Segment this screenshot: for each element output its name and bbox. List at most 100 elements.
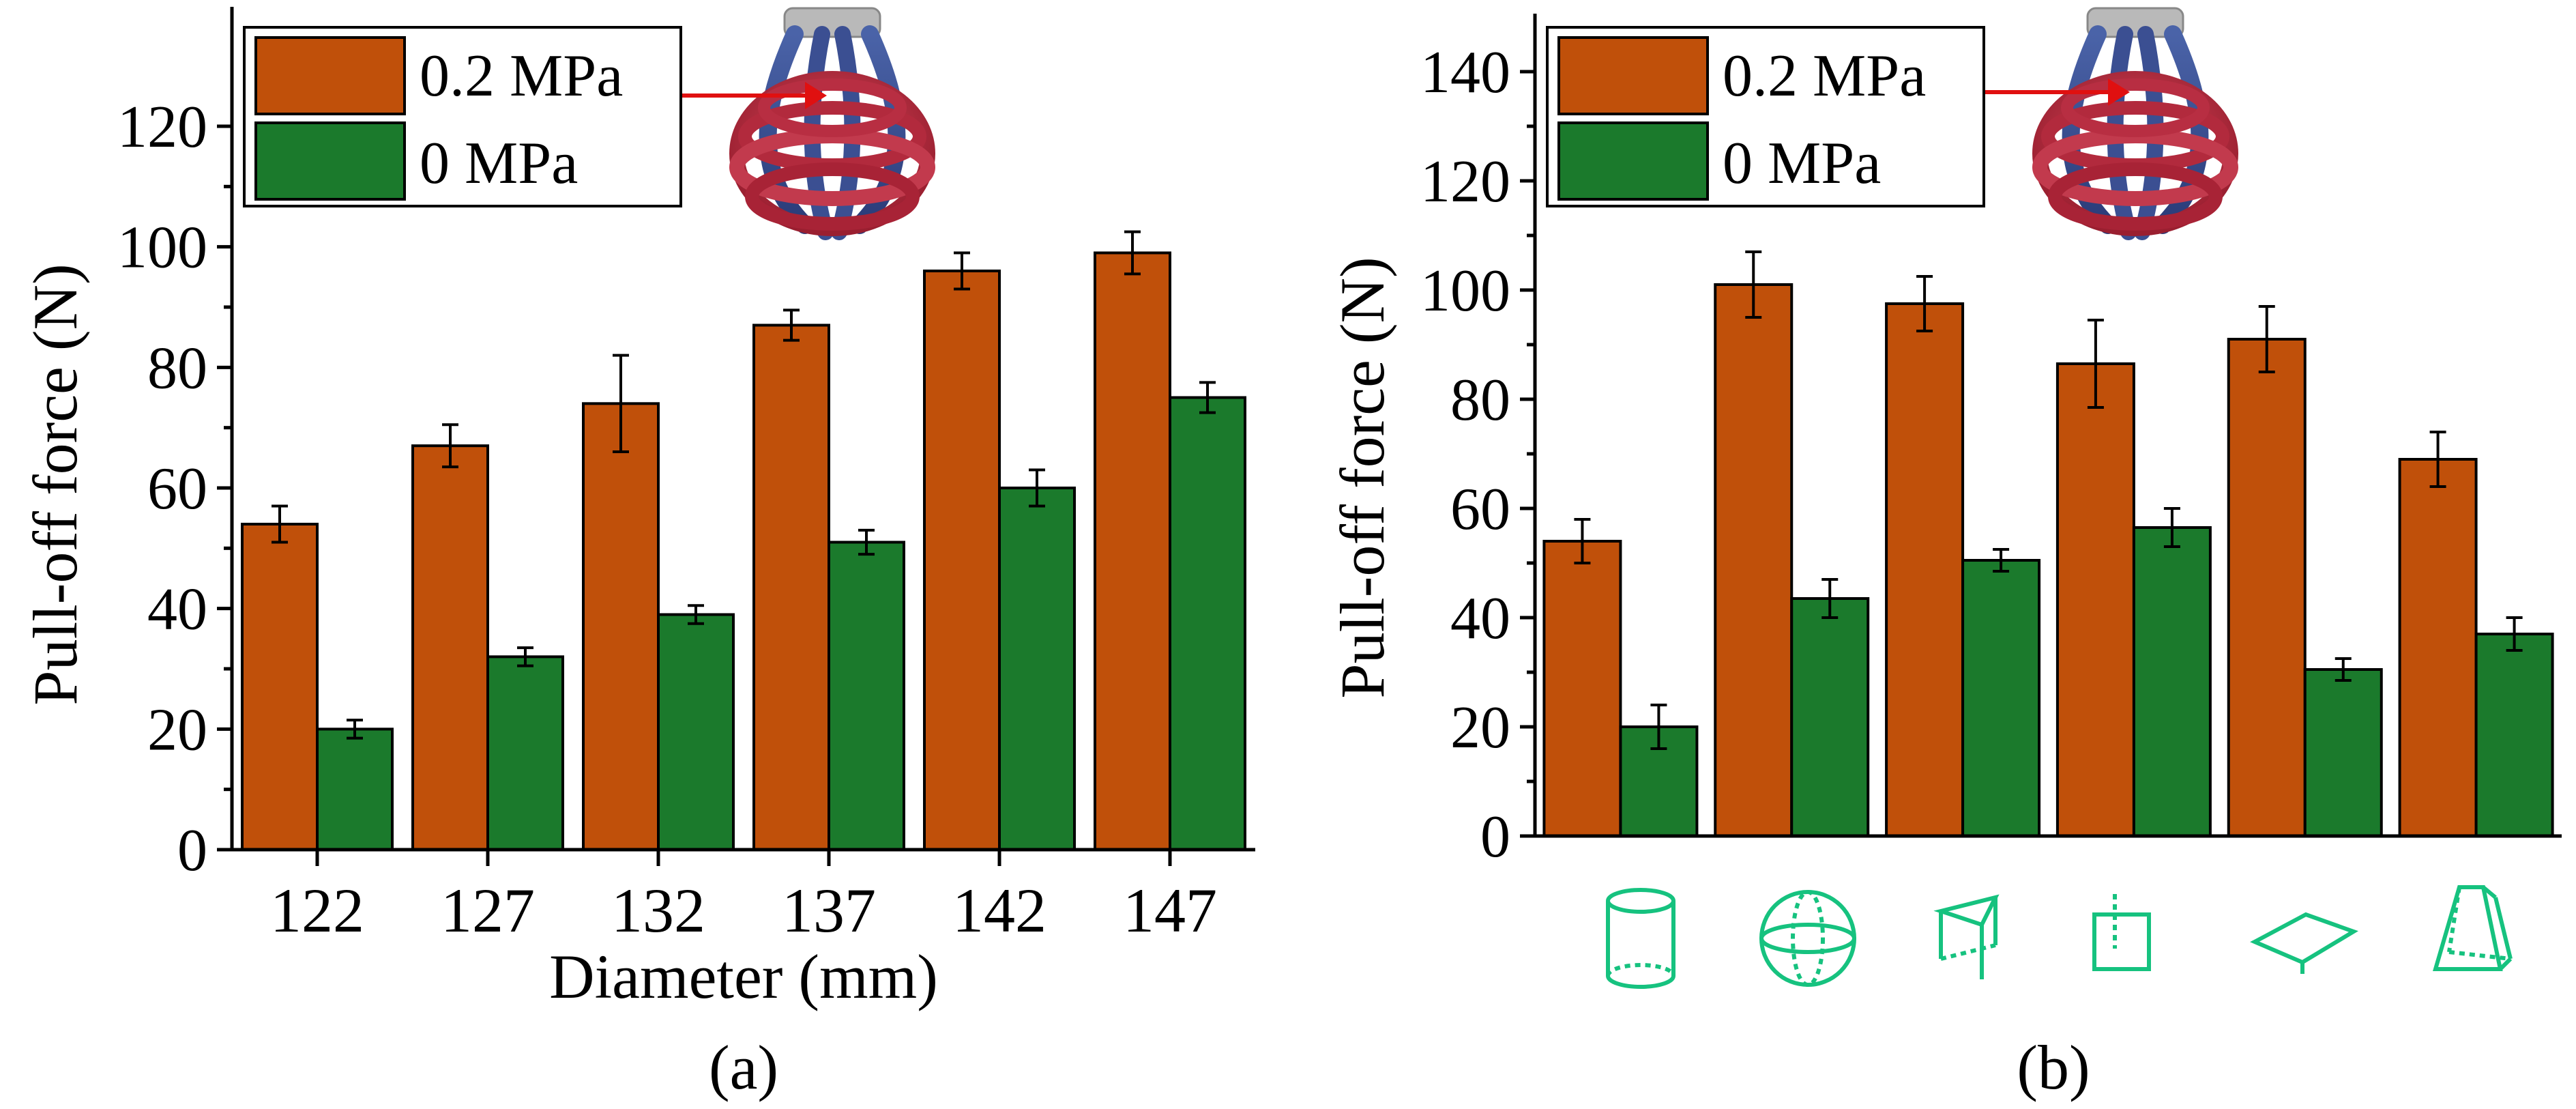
legend-swatch-0.2-mpa — [1557, 36, 1709, 115]
panel-a-error-bars — [272, 230, 1216, 740]
a-x-tick-label: 122 — [270, 876, 364, 945]
a-error-bar — [347, 719, 363, 740]
a-y-tick-label: 20 — [147, 697, 207, 763]
panel-a-chart: 0 20 40 60 80 100 120 122 127 132 137 142 147 Pull-… — [20, 7, 1255, 1102]
a-error-bar — [1199, 381, 1216, 414]
a-y-tick-label: 80 — [147, 335, 207, 401]
gripper-image-a — [682, 7, 935, 240]
gripper-image-b — [1985, 7, 2238, 240]
legend-label-0.2-mpa: 0.2 MPa — [420, 43, 623, 109]
b-error-bar — [1821, 578, 1839, 619]
b-y-tick-label: 20 — [1450, 695, 1510, 761]
a-x-tick-label: 142 — [952, 876, 1046, 945]
a-y-tick-label: 60 — [147, 456, 207, 522]
a-error-bar — [858, 528, 875, 556]
b-bar-unpressurized-2 — [1961, 559, 2041, 837]
b-bar-unpressurized-3 — [2132, 526, 2212, 837]
a-error-bar — [954, 251, 970, 291]
a-y-tick-label: 40 — [147, 577, 207, 643]
legend-label-0-mpa: 0 MPa — [420, 130, 578, 197]
b-error-bar — [2429, 431, 2446, 488]
b-y-tick-label: 0 — [1480, 804, 1510, 870]
panel-a-y-ticks: 0 20 40 60 80 100 120 — [117, 94, 232, 884]
b-error-bar — [1574, 518, 1591, 564]
a-y-tick-label: 100 — [117, 215, 207, 281]
a-bar-unpressurized-5 — [1169, 396, 1246, 851]
a-y-tick-label: 120 — [117, 94, 207, 160]
a-error-bar — [613, 354, 629, 453]
a-bar-unpressurized-0 — [316, 728, 394, 852]
b-error-bar — [1650, 704, 1667, 750]
a-error-bar — [688, 604, 704, 625]
panel-b-y-label: Pull-off force (N) — [1328, 257, 1397, 698]
legend-swatch-0.2-mpa — [254, 36, 406, 115]
panel-b-legend: 0.2 MPa 0 MPa — [1546, 26, 1985, 207]
b-y-tick-label: 40 — [1450, 586, 1510, 652]
a-x-tick-label: 137 — [782, 876, 876, 945]
panel-a-label: (a) — [709, 1033, 778, 1102]
b-y-tick-label: 60 — [1450, 476, 1510, 543]
b-error-bar — [2506, 616, 2523, 652]
b-bar-pressurized-2 — [1885, 302, 1965, 837]
a-bar-pressurized-5 — [1094, 251, 1171, 851]
legend-label-0-mpa: 0 MPa — [1723, 130, 1881, 197]
panel-b-label: (b) — [2017, 1033, 2090, 1102]
a-bar-pressurized-4 — [923, 270, 1001, 851]
a-bar-unpressurized-4 — [998, 487, 1076, 851]
panel-a-x-label: Diameter (mm) — [549, 942, 938, 1011]
legend-label-0.2-mpa: 0.2 MPa — [1723, 43, 1926, 109]
panel-b-bars — [1542, 283, 2554, 837]
a-x-tick-label: 127 — [441, 876, 535, 945]
b-error-bar — [1916, 275, 1933, 332]
a-error-bar — [1124, 230, 1141, 276]
b-bar-pressurized-4 — [2227, 338, 2307, 837]
a-error-bar — [272, 504, 288, 544]
a-bar-unpressurized-3 — [828, 541, 905, 851]
b-bar-unpressurized-1 — [1790, 597, 1870, 837]
a-bar-pressurized-2 — [582, 402, 660, 851]
legend-swatch-0-mpa — [254, 121, 406, 201]
a-bar-pressurized-3 — [752, 323, 830, 851]
a-bar-pressurized-0 — [241, 523, 319, 851]
a-bar-unpressurized-1 — [486, 655, 564, 851]
b-bar-unpressurized-4 — [2303, 668, 2383, 837]
b-y-tick-label: 120 — [1420, 149, 1510, 215]
a-y-tick-label: 0 — [177, 818, 207, 884]
b-error-bar — [2087, 319, 2104, 409]
frustum-icon — [2433, 885, 2513, 971]
panel-a-legend: 0.2 MPa 0 MPa — [243, 26, 682, 207]
panel-b-error-bars — [1574, 250, 2523, 750]
b-error-bar — [1993, 548, 2010, 573]
b-bar-pressurized-3 — [2055, 362, 2135, 837]
b-bar-pressurized-0 — [1542, 540, 1622, 837]
b-error-bar — [2334, 657, 2352, 682]
a-error-bar — [1029, 468, 1045, 508]
a-x-tick-label: 147 — [1123, 876, 1217, 945]
a-error-bar — [442, 423, 458, 469]
b-bar-unpressurized-5 — [2474, 633, 2554, 837]
a-x-tick-label: 132 — [611, 876, 705, 945]
b-bar-pressurized-1 — [1714, 283, 1794, 837]
b-y-tick-label: 80 — [1450, 367, 1510, 433]
triangular-prism-icon — [1933, 894, 2000, 979]
panel-a-bars — [241, 251, 1246, 852]
flat-plate-icon — [2250, 912, 2358, 974]
a-bar-pressurized-1 — [411, 444, 489, 851]
b-error-bar — [2163, 507, 2180, 548]
b-y-tick-label: 100 — [1420, 258, 1510, 324]
sphere-icon — [1759, 890, 1856, 987]
b-bar-pressurized-5 — [2398, 458, 2478, 837]
panel-a-x-ticks: 122 127 132 137 142 147 — [270, 850, 1217, 945]
a-error-bar — [517, 646, 533, 667]
panel-b-chart: 0 20 40 60 80 100 120 140 Pull-off force (N) (b… — [1328, 7, 2562, 1102]
cube-icon — [2092, 894, 2151, 971]
cylinder-icon — [1606, 888, 1675, 989]
b-y-tick-label: 140 — [1420, 40, 1510, 106]
panel-b-y-ticks: 0 20 40 60 80 100 120 140 — [1420, 40, 1535, 870]
legend-swatch-0-mpa — [1557, 121, 1709, 201]
a-bar-unpressurized-2 — [657, 613, 735, 851]
panel-a-y-label: Pull-off force (N) — [20, 263, 90, 705]
b-error-bar — [1745, 250, 1762, 319]
a-error-bar — [783, 308, 800, 342]
